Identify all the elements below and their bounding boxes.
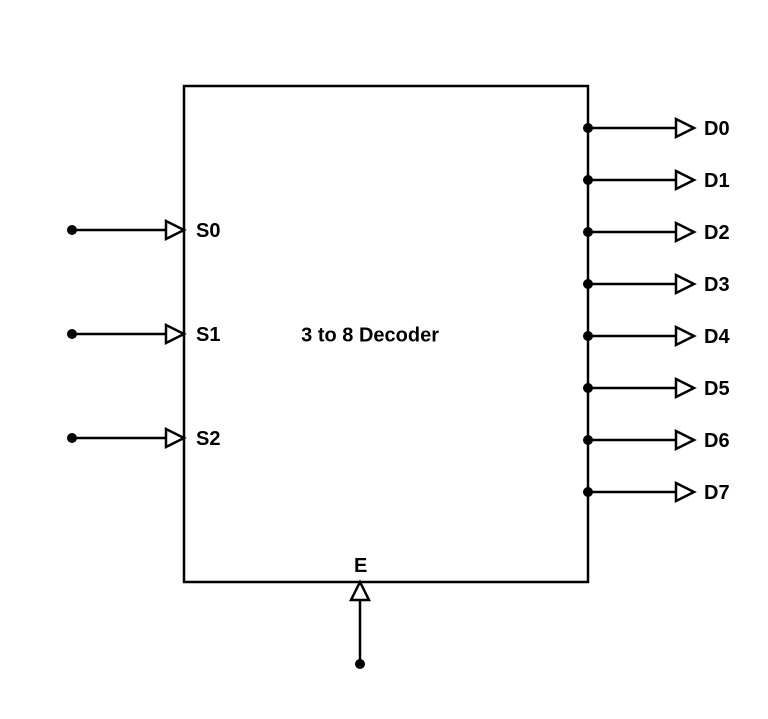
output-label-d3: D3 bbox=[704, 274, 730, 296]
output-label-d5: D5 bbox=[704, 378, 730, 400]
arrowhead-icon bbox=[351, 582, 369, 600]
arrowhead-icon bbox=[166, 221, 184, 239]
decoder-title: 3 to 8 Decoder bbox=[301, 324, 439, 346]
output-label-d2: D2 bbox=[704, 222, 730, 244]
input-label-s1: S1 bbox=[196, 324, 220, 346]
decoder-diagram: 3 to 8 Decoder S0 S1 S2 E D0 D1 D2 D3 D4 D5 D6 D7 bbox=[0, 0, 768, 719]
input-label-s0: S0 bbox=[196, 220, 220, 242]
arrowhead-icon bbox=[676, 223, 694, 241]
input-label-s2: S2 bbox=[196, 428, 220, 450]
arrowhead-icon bbox=[676, 379, 694, 397]
arrowhead-icon bbox=[676, 275, 694, 293]
output-label-d1: D1 bbox=[704, 170, 730, 192]
arrowhead-icon bbox=[676, 327, 694, 345]
output-label-d7: D7 bbox=[704, 482, 730, 504]
arrowhead-icon bbox=[166, 429, 184, 447]
enable-label: E bbox=[354, 555, 367, 577]
output-label-d4: D4 bbox=[704, 326, 730, 348]
arrowhead-icon bbox=[166, 325, 184, 343]
arrowhead-icon bbox=[676, 431, 694, 449]
output-label-d0: D0 bbox=[704, 118, 730, 140]
output-label-d6: D6 bbox=[704, 430, 730, 452]
arrowhead-icon bbox=[676, 483, 694, 501]
arrowhead-icon bbox=[676, 171, 694, 189]
arrowhead-icon bbox=[676, 119, 694, 137]
